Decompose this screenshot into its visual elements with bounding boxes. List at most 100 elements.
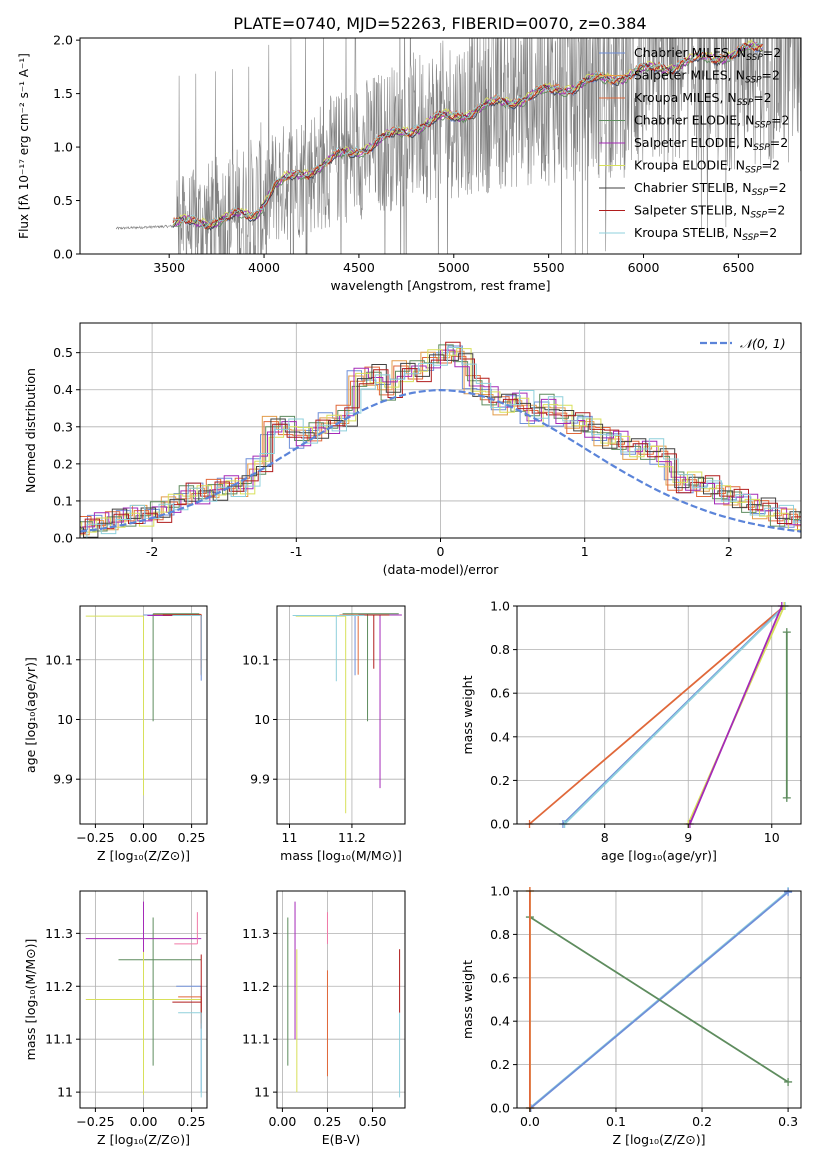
mass-weight-line: [690, 606, 782, 824]
y-tick-label: 1.5: [53, 86, 73, 101]
legend-label-subscript: SSP: [754, 121, 771, 131]
histogram-plot-area: [30, 342, 819, 538]
y-tick-label: 0.8: [490, 927, 510, 942]
legend-label-kroupa-miles: Kroupa MILES, NSSP=2: [634, 90, 772, 108]
legend-label-normal: 𝒩(0, 1): [740, 336, 786, 351]
axes-frame: [517, 606, 801, 824]
x-tick-label: −0.25: [76, 1114, 114, 1129]
x-tick-label: 0.00: [130, 830, 158, 845]
legend-label-suffix: =2: [759, 225, 777, 240]
legend-label-main: Salpeter MILES, N: [634, 68, 745, 83]
y-tick-label: 0.5: [53, 193, 73, 208]
x-tick-label: 5500: [533, 260, 565, 275]
y-tick-label: 0.0: [53, 531, 73, 546]
x-tick-label: 4000: [248, 260, 280, 275]
x-tick-label: −0.25: [76, 830, 114, 845]
axes-frame: [277, 606, 405, 824]
mass-weight-point: [783, 794, 791, 802]
legend-label-subscript: SSP: [742, 233, 759, 243]
x-tick-label: 0.0: [520, 1114, 540, 1129]
y-axis-label: mass weight: [460, 960, 475, 1039]
mass-weight-line: [530, 917, 788, 1082]
y-tick-label: 1.0: [490, 599, 510, 614]
x-tick-label: 0.3: [778, 1114, 798, 1129]
legend-label-subscript: SSP: [753, 143, 770, 153]
legend-label-main: Kroupa STELIB, N: [634, 225, 742, 240]
legend-label-suffix: =2: [762, 158, 780, 173]
legend-label-chabrier-elodie: Chabrier ELODIE, NSSP=2: [634, 113, 789, 131]
legend-label-subscript: SSP: [750, 211, 767, 221]
y-tick-label: 0.6: [490, 970, 510, 985]
legend-label-suffix: =2: [771, 113, 789, 128]
legend-label-main: Kroupa ELODIE, N: [634, 158, 745, 173]
legend-label-suffix: =2: [763, 45, 781, 60]
age-vs-mass-plot-area: [293, 614, 402, 813]
age-vs-metallicity-plot-area: [86, 614, 201, 796]
x-tick-label: 0.2: [692, 1114, 712, 1129]
y-tick-label: 11.1: [242, 1032, 270, 1047]
x-axis-label: mass [log₁₀(M/M⊙)]: [280, 848, 402, 863]
y-tick-label: 11.3: [242, 926, 270, 941]
legend-label-salpeter-elodie: Salpeter ELODIE, NSSP=2: [634, 135, 788, 153]
legend-label-suffix: =2: [753, 90, 771, 105]
y-tick-label: 11.2: [242, 979, 270, 994]
x-axis-label: wavelength [Angstrom, rest frame]: [330, 278, 550, 293]
y-tick-label: 11.1: [45, 1032, 73, 1047]
y-tick-label: 0.2: [490, 1057, 510, 1072]
x-tick-label: 6500: [722, 260, 754, 275]
x-axis-label: Z [log₁₀(Z/Z⊙)]: [97, 1132, 190, 1147]
legend-label-subscript: SSP: [737, 98, 754, 108]
y-tick-label: 11.2: [45, 979, 73, 994]
x-tick-label: 0.25: [314, 1114, 342, 1129]
x-tick-label: 11: [282, 830, 298, 845]
legend-label-suffix: =2: [768, 180, 786, 195]
legend-label-main: Chabrier ELODIE, N: [634, 113, 754, 128]
y-tick-label: 0.5: [53, 345, 73, 360]
mass-weight-line: [530, 606, 785, 824]
x-tick-label: 0.1: [606, 1114, 626, 1129]
y-tick-label: 11: [57, 1085, 73, 1100]
legend-label-main: Salpeter STELIB, N: [634, 203, 750, 218]
y-tick-label: 10.1: [45, 652, 73, 667]
y-tick-label: 0.8: [490, 642, 510, 657]
x-tick-label: 9: [684, 830, 692, 845]
y-tick-label: 10: [254, 712, 270, 727]
y-tick-label: 11.3: [45, 926, 73, 941]
y-tick-label: 0.2: [53, 456, 73, 471]
y-tick-label: 2.0: [53, 33, 73, 48]
y-tick-label: 0.0: [53, 247, 73, 262]
legend-label-suffix: =2: [770, 135, 788, 150]
histogram-salpeter-stelib: [42, 342, 819, 533]
y-tick-label: 11: [254, 1085, 270, 1100]
x-tick-label: -1: [290, 544, 302, 559]
y-tick-label: 0.3: [53, 419, 73, 434]
y-tick-label: 0.0: [490, 817, 510, 832]
legend-label-main: Salpeter ELODIE, N: [634, 135, 753, 150]
legend-label-main: Kroupa MILES, N: [634, 90, 737, 105]
x-axis-label: Z [log₁₀(Z/Z⊙)]: [97, 848, 190, 863]
legend-label-subscript: SSP: [752, 188, 769, 198]
legend-label-subscript: SSP: [745, 166, 762, 176]
x-axis-label: (data-model)/error: [383, 562, 500, 577]
x-tick-label: 6000: [628, 260, 660, 275]
legend-label-chabrier-stelib: Chabrier STELIB, NSSP=2: [634, 180, 787, 198]
mass-vs-metallicity-plot-area: [86, 902, 201, 1098]
legend-label-subscript: SSP: [746, 53, 763, 63]
y-axis-label: Flux [fλ 10⁻¹⁷ erg cm⁻² s⁻¹ A⁻¹]: [17, 53, 31, 239]
axes-frame: [277, 891, 405, 1108]
mass-weight-point: [783, 628, 791, 636]
mass-weight-line: [565, 606, 786, 824]
legend-label-kroupa-stelib: Kroupa STELIB, NSSP=2: [634, 225, 777, 243]
x-tick-label: 0.25: [178, 1114, 206, 1129]
x-tick-label: 2: [725, 544, 733, 559]
x-axis-label: E(B-V): [322, 1132, 361, 1147]
x-tick-label: -2: [146, 544, 158, 559]
x-tick-label: 0.00: [268, 1114, 296, 1129]
y-tick-label: 1.0: [490, 884, 510, 899]
y-tick-label: 0.4: [490, 729, 510, 744]
